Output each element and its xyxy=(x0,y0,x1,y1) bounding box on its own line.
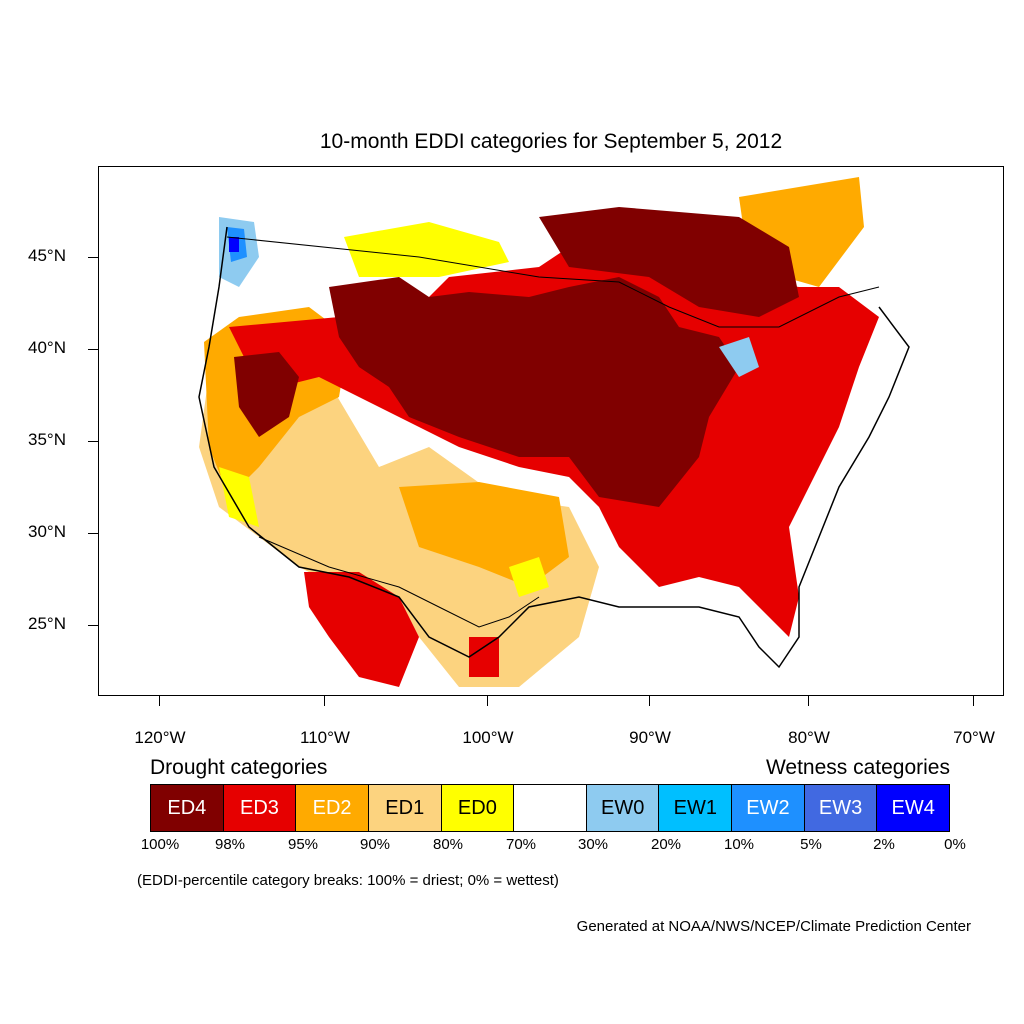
break-label: 98% xyxy=(214,836,246,853)
lat-label-45: 45°N xyxy=(28,246,66,265)
lon-tick xyxy=(487,696,488,706)
region-ew0 xyxy=(719,337,759,377)
lat-label-40: 40°N xyxy=(28,338,66,357)
break-label: 70% xyxy=(505,836,537,853)
coastline xyxy=(198,226,910,669)
region-ed0 xyxy=(219,467,259,527)
legend-swatch-neutral xyxy=(514,785,587,831)
legend-swatch-ed3: ED3 xyxy=(223,785,297,831)
wetness-heading: Wetness categories xyxy=(765,756,950,779)
mexico-border xyxy=(258,536,540,628)
map-title: 10-month EDDI categories for September 5… xyxy=(319,130,783,153)
lon-tick xyxy=(159,696,160,706)
lon-label-110: 110°W xyxy=(300,728,350,747)
eddi-map-canvas xyxy=(198,177,910,687)
region-ed0 xyxy=(509,557,549,597)
region-ed4 xyxy=(234,352,299,437)
region-ed3 xyxy=(469,637,499,677)
lon-tick xyxy=(324,696,325,706)
lat-tick xyxy=(88,349,98,350)
lon-tick xyxy=(808,696,809,706)
break-label: 2% xyxy=(873,836,895,853)
region-ew4 xyxy=(229,237,239,252)
lat-tick xyxy=(88,625,98,626)
legend-swatch-ew4: EW4 xyxy=(877,785,950,831)
lon-tick xyxy=(649,696,650,706)
canada-border xyxy=(226,236,880,328)
drought-heading: Drought categories xyxy=(150,756,328,779)
break-label: 95% xyxy=(287,836,319,853)
lat-tick xyxy=(88,441,98,442)
break-label: 20% xyxy=(650,836,682,853)
credit-line: Generated at NOAA/NWS/NCEP/Climate Predi… xyxy=(576,918,971,935)
break-label: 30% xyxy=(577,836,609,853)
break-label: 10% xyxy=(723,836,755,853)
lon-label-70: 70°W xyxy=(953,728,995,747)
region-ed4 xyxy=(329,277,739,507)
lat-label-30: 30°N xyxy=(28,522,66,541)
region-ed2 xyxy=(399,482,569,587)
break-label: 5% xyxy=(800,836,822,853)
legend-swatch-ed4: ED4 xyxy=(151,785,224,831)
lon-tick xyxy=(973,696,974,706)
legend-swatch-ew0: EW0 xyxy=(586,785,660,831)
region-ed3 xyxy=(304,572,419,687)
eddi-map xyxy=(98,166,1004,696)
legend-swatch-ew1: EW1 xyxy=(659,785,733,831)
break-label: 90% xyxy=(359,836,391,853)
category-note: (EDDI-percentile category breaks: 100% =… xyxy=(137,872,559,889)
legend-swatch-ed0: ED0 xyxy=(441,785,515,831)
lon-label-80: 80°W xyxy=(788,728,830,747)
lat-label-35: 35°N xyxy=(28,430,66,449)
break-label: 100% xyxy=(140,836,180,853)
lat-tick xyxy=(88,257,98,258)
category-legend: ED4 ED3 ED2 ED1 ED0 EW0 EW1 EW2 EW3 EW4 xyxy=(150,784,950,832)
legend-swatch-ew2: EW2 xyxy=(732,785,805,831)
break-label: 80% xyxy=(432,836,464,853)
region-ed0 xyxy=(344,222,509,277)
legend-swatch-ew3: EW3 xyxy=(804,785,878,831)
lon-label-100: 100°W xyxy=(462,728,514,747)
legend-swatch-ed1: ED1 xyxy=(368,785,442,831)
lat-label-25: 25°N xyxy=(28,614,66,633)
break-label: 0% xyxy=(944,836,966,853)
legend-swatch-ed2: ED2 xyxy=(296,785,369,831)
lon-label-120: 120°W xyxy=(134,728,186,747)
region-ed1 xyxy=(199,332,599,687)
lat-tick xyxy=(88,533,98,534)
region-ed4 xyxy=(539,207,799,317)
lon-label-90: 90°W xyxy=(629,728,671,747)
